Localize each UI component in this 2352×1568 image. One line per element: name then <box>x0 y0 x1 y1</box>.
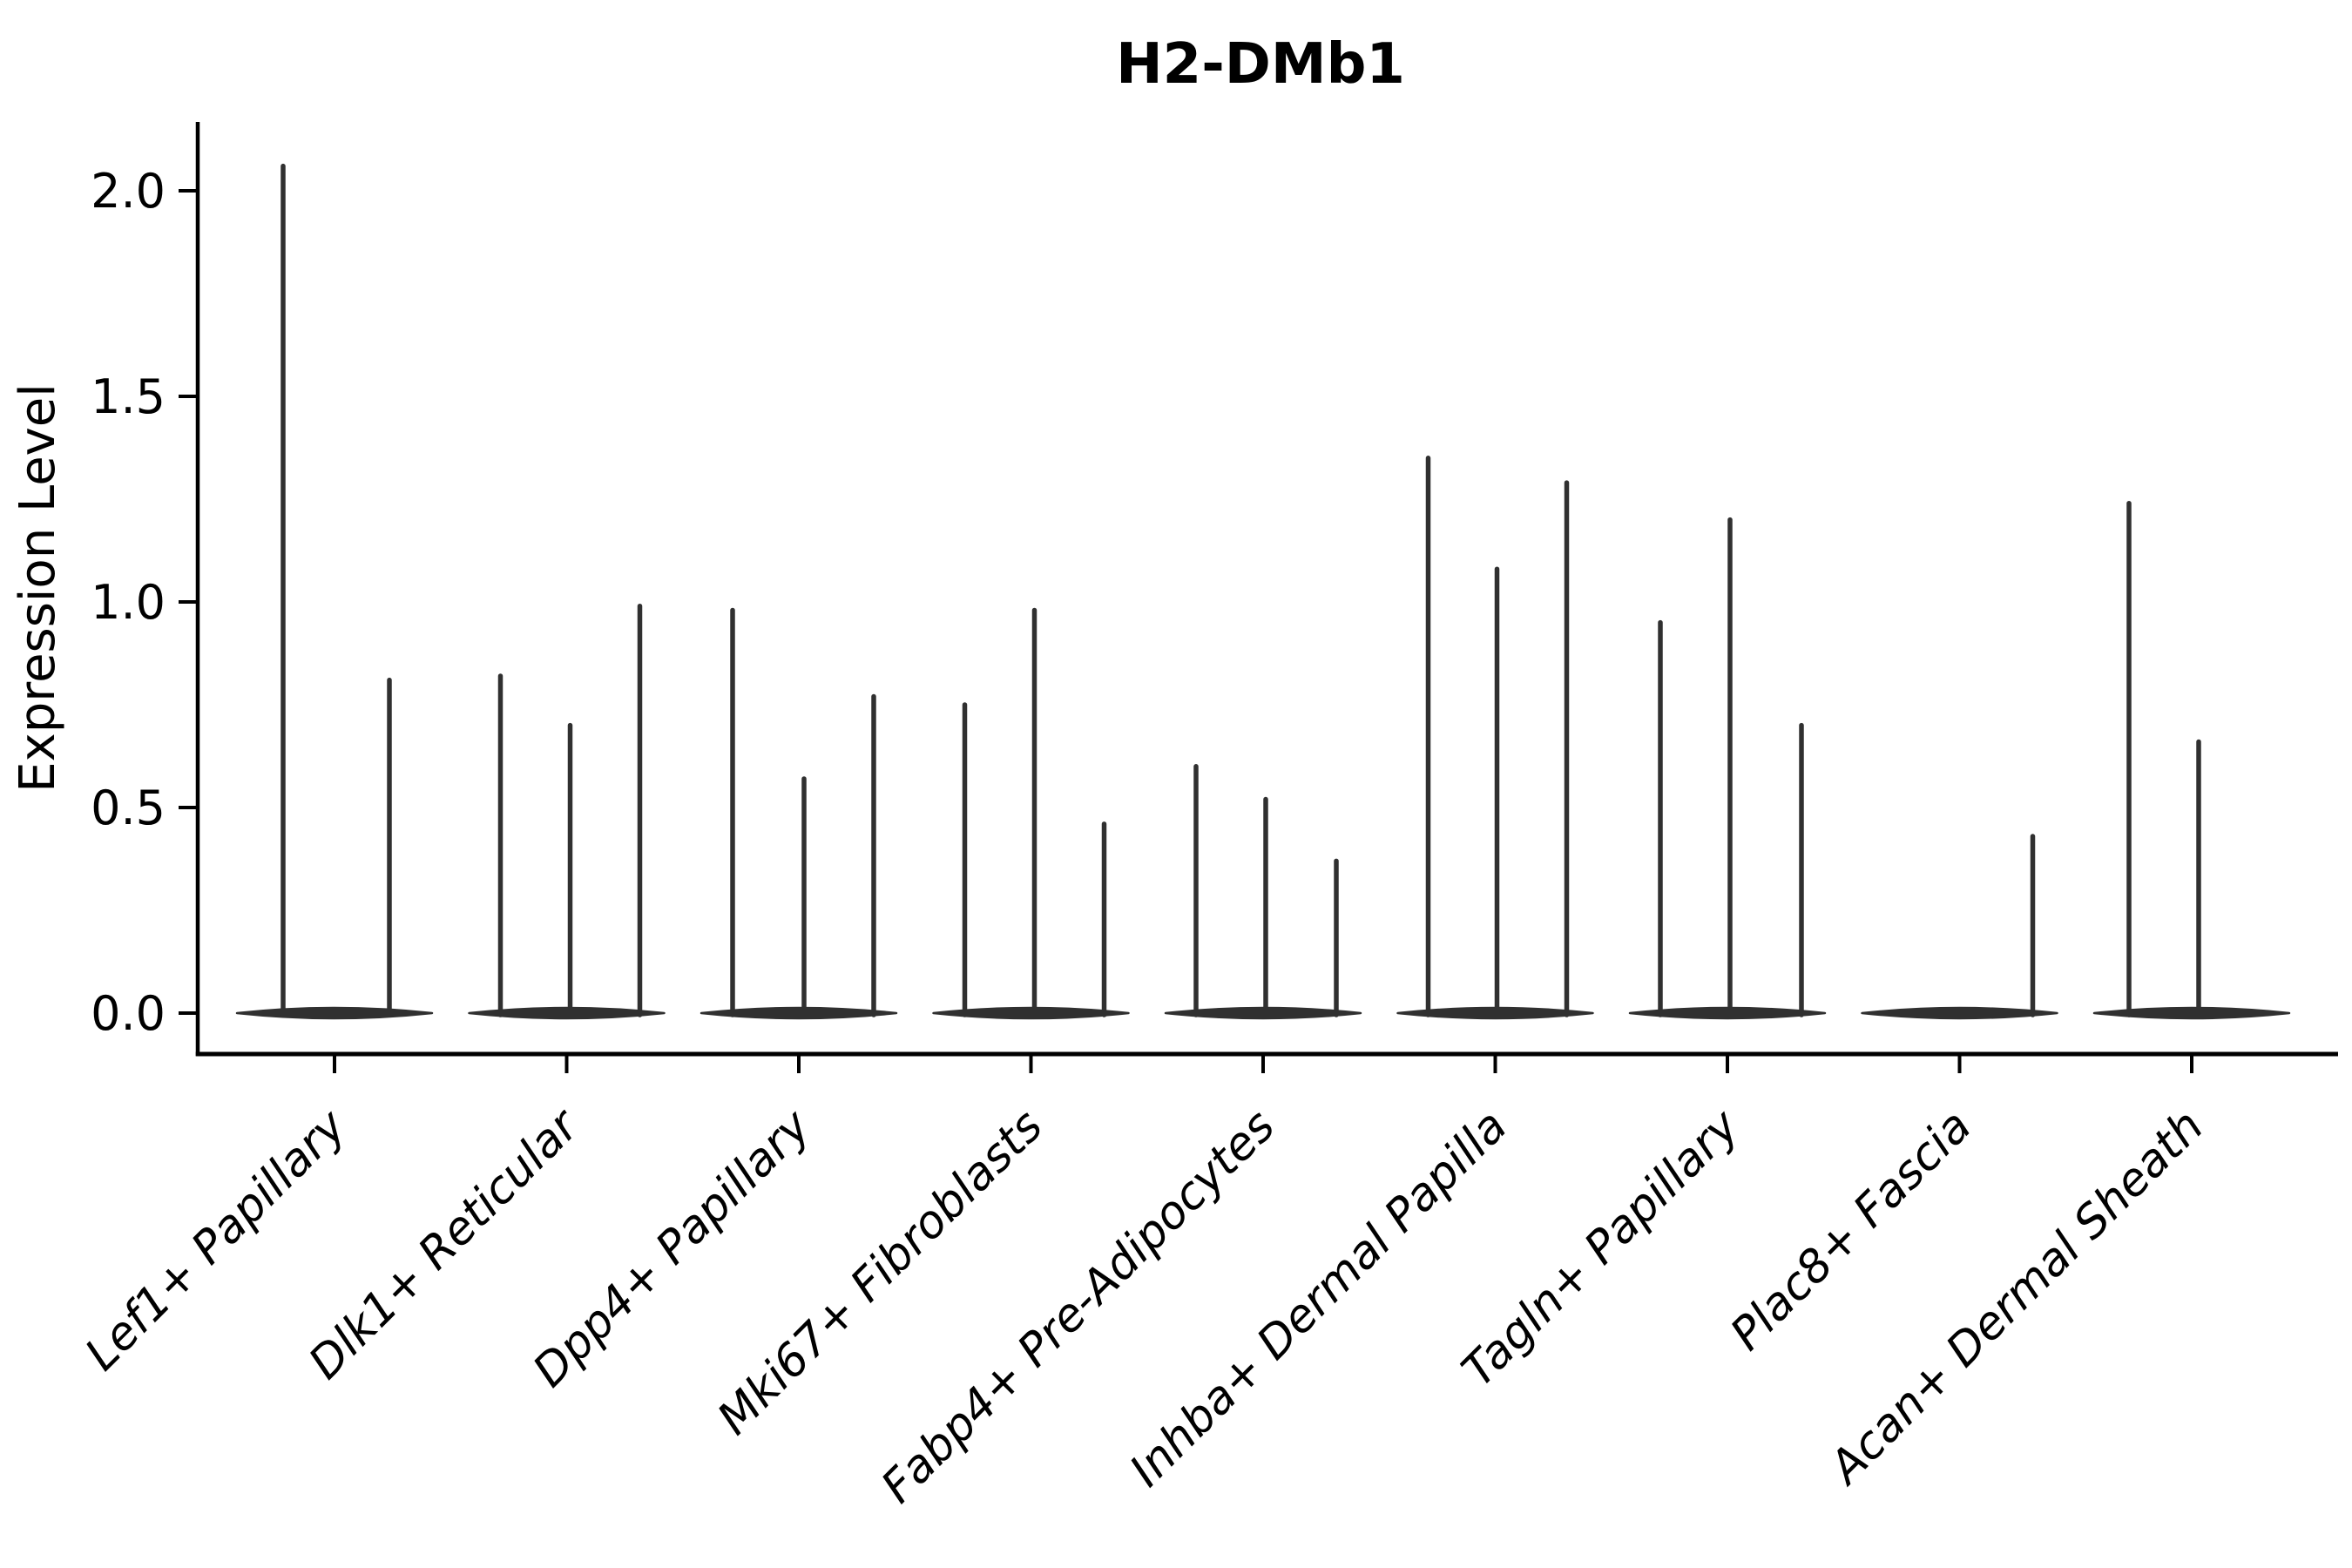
x-category-label: Inhba+ Dermal Papilla <box>1120 1100 1517 1497</box>
violin-base <box>700 1006 898 1020</box>
violin-base <box>468 1006 666 1020</box>
violin-base <box>1164 1006 1362 1020</box>
violin-base <box>932 1006 1130 1020</box>
y-tick-label: 1.0 <box>91 575 166 630</box>
violin-base <box>235 1006 434 1020</box>
violin-base <box>2092 1006 2291 1020</box>
x-category-label: Acan+ Dermal Sheath <box>1818 1100 2213 1496</box>
y-axis-label: Expression Level <box>10 383 66 793</box>
y-tick-label: 2.0 <box>91 164 166 219</box>
y-tick-label: 1.5 <box>91 369 166 424</box>
x-category-label: Plac8+ Fascia <box>1720 1100 1981 1361</box>
violin-base <box>1628 1006 1827 1020</box>
chart-title: H2-DMb1 <box>1116 32 1405 97</box>
y-tick-label: 0.0 <box>91 986 166 1041</box>
violin-base <box>1861 1006 2058 1020</box>
y-tick-label: 0.5 <box>91 781 166 835</box>
x-category-label: Fabp4+ Pre-Adipocytes <box>872 1100 1286 1514</box>
